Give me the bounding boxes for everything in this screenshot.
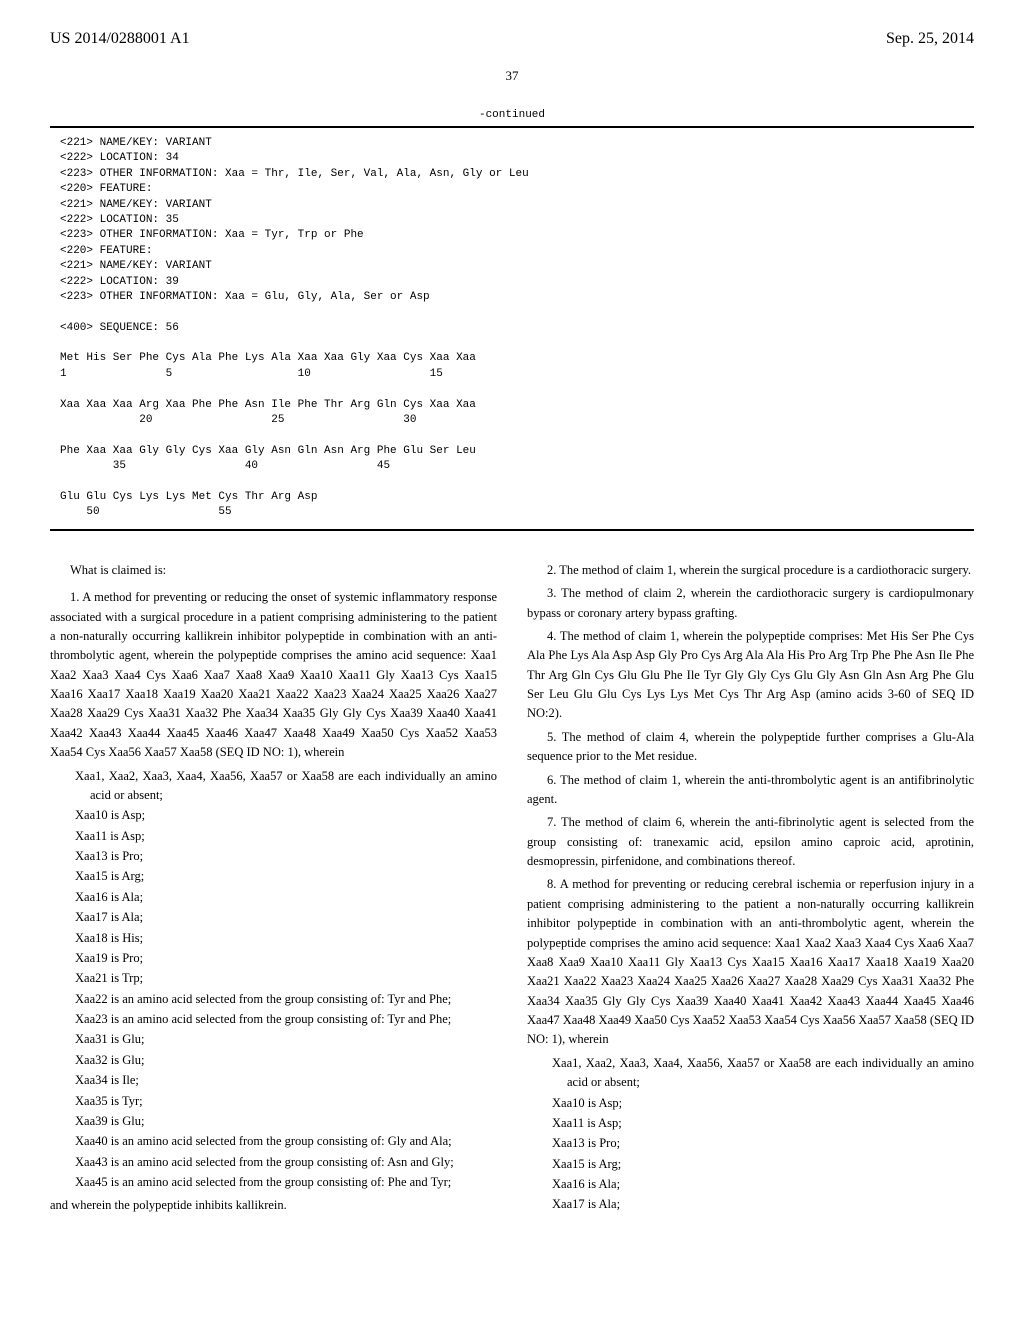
sub-item: Xaa18 is His; xyxy=(50,929,497,948)
claim-1-final: and wherein the polypeptide inhibits kal… xyxy=(50,1196,497,1215)
claim-1-subs: Xaa1, Xaa2, Xaa3, Xaa4, Xaa56, Xaa57 or … xyxy=(50,767,497,1193)
sub-item: Xaa22 is an amino acid selected from the… xyxy=(50,990,497,1009)
sub-item: Xaa40 is an amino acid selected from the… xyxy=(50,1132,497,1151)
claim-3: 3. The method of claim 2, wherein the ca… xyxy=(527,584,974,623)
sub-item: Xaa1, Xaa2, Xaa3, Xaa4, Xaa56, Xaa57 or … xyxy=(527,1054,974,1093)
claim-6: 6. The method of claim 1, wherein the an… xyxy=(527,771,974,810)
sub-item: Xaa31 is Glu; xyxy=(50,1030,497,1049)
sub-item: Xaa11 is Asp; xyxy=(527,1114,974,1133)
sub-item: Xaa16 is Ala; xyxy=(527,1175,974,1194)
claim-1: 1. A method for preventing or reducing t… xyxy=(50,588,497,762)
sub-item: Xaa15 is Arg; xyxy=(50,867,497,886)
sub-item: Xaa21 is Trp; xyxy=(50,969,497,988)
sub-item: Xaa32 is Glu; xyxy=(50,1051,497,1070)
sub-item: Xaa17 is Ala; xyxy=(527,1195,974,1214)
sub-item: Xaa11 is Asp; xyxy=(50,827,497,846)
claim-7: 7. The method of claim 6, wherein the an… xyxy=(527,813,974,871)
sub-item: Xaa13 is Pro; xyxy=(527,1134,974,1153)
claim-5: 5. The method of claim 4, wherein the po… xyxy=(527,728,974,767)
right-column: 2. The method of claim 1, wherein the su… xyxy=(527,561,974,1216)
sub-item: Xaa39 is Glu; xyxy=(50,1112,497,1131)
page-number: 37 xyxy=(50,68,974,84)
sub-item: Xaa45 is an amino acid selected from the… xyxy=(50,1173,497,1192)
sub-item: Xaa1, Xaa2, Xaa3, Xaa4, Xaa56, Xaa57 or … xyxy=(50,767,497,806)
continued-label: -continued xyxy=(50,109,974,121)
sub-item: Xaa10 is Asp; xyxy=(50,806,497,825)
claims-intro: What is claimed is: xyxy=(50,561,497,580)
left-column: What is claimed is: 1. A method for prev… xyxy=(50,561,497,1216)
sub-item: Xaa23 is an amino acid selected from the… xyxy=(50,1010,497,1029)
sub-item: Xaa34 is Ile; xyxy=(50,1071,497,1090)
claim-2: 2. The method of claim 1, wherein the su… xyxy=(527,561,974,580)
claim-4: 4. The method of claim 1, wherein the po… xyxy=(527,627,974,724)
publication-number: US 2014/0288001 A1 xyxy=(50,30,190,48)
sub-item: Xaa15 is Arg; xyxy=(527,1155,974,1174)
sequence-listing: <221> NAME/KEY: VARIANT <222> LOCATION: … xyxy=(50,128,974,529)
sub-item: Xaa19 is Pro; xyxy=(50,949,497,968)
sub-item: Xaa35 is Tyr; xyxy=(50,1092,497,1111)
sub-item: Xaa16 is Ala; xyxy=(50,888,497,907)
claims-columns: What is claimed is: 1. A method for prev… xyxy=(50,561,974,1216)
publication-date: Sep. 25, 2014 xyxy=(886,30,974,48)
sub-item: Xaa10 is Asp; xyxy=(527,1094,974,1113)
sub-item: Xaa43 is an amino acid selected from the… xyxy=(50,1153,497,1172)
sub-item: Xaa17 is Ala; xyxy=(50,908,497,927)
sub-item: Xaa13 is Pro; xyxy=(50,847,497,866)
claim-8-subs: Xaa1, Xaa2, Xaa3, Xaa4, Xaa56, Xaa57 or … xyxy=(527,1054,974,1215)
page-header: US 2014/0288001 A1 Sep. 25, 2014 xyxy=(50,30,974,48)
bottom-rule xyxy=(50,529,974,531)
claim-8: 8. A method for preventing or reducing c… xyxy=(527,875,974,1049)
